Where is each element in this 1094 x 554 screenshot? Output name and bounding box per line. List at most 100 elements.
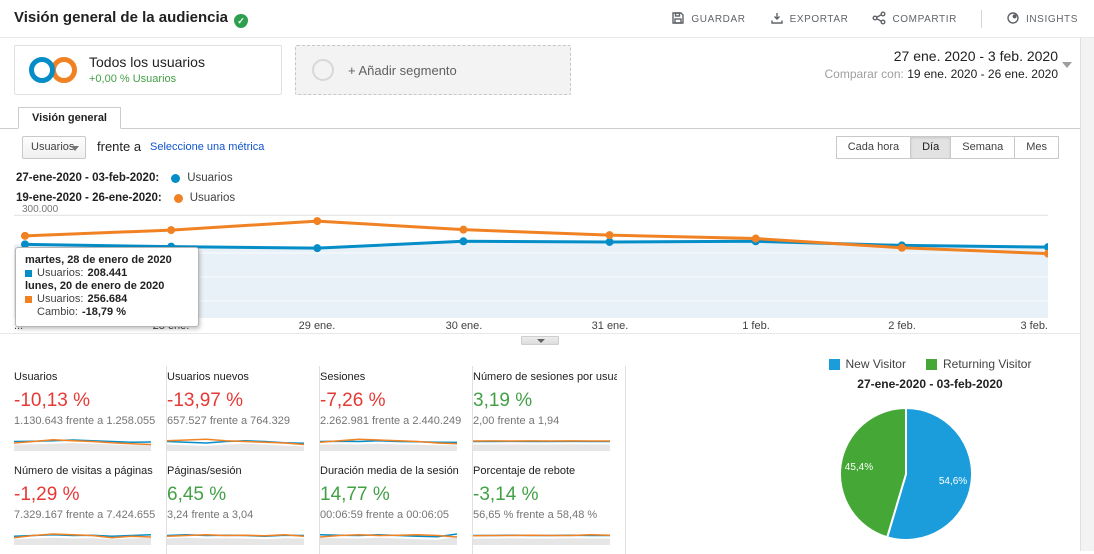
sparkline — [14, 438, 151, 451]
card-percent: 6,45 % — [167, 484, 227, 505]
save-button[interactable]: GUARDAR — [671, 11, 745, 28]
metric-select[interactable]: Usuarios — [22, 136, 86, 159]
x-tick: 29 ene. — [298, 320, 336, 332]
header-actions: GUARDAR EXPORTAR COMPARTIR INSIGHTS — [671, 0, 1078, 38]
tooltip-value: 256.684 — [87, 293, 128, 305]
tooltip-row-current: Usuarios: 208.441 — [25, 267, 189, 280]
metric-cards-grid: Usuarios -10,13 % 1.130.643 frente a 1.2… — [14, 366, 626, 554]
card-paginas-sesion: Páginas/sesión 6,45 % 3,24 frente a 3,04 — [167, 460, 320, 554]
card-porcentaje-rebote: Porcentaje de rebote -3,14 % 56,65 % fre… — [473, 460, 626, 554]
x-axis-labels: ... 28 ene. 29 ene. 30 ene. 31 ene. 1 fe… — [0, 320, 1094, 334]
card-percent: -13,97 % — [167, 390, 244, 411]
insights-button[interactable]: INSIGHTS — [1006, 11, 1078, 28]
card-comparison: 2,00 frente a 1,94 — [473, 415, 560, 427]
sparkline — [320, 438, 457, 451]
legend-square-green-icon — [925, 358, 937, 370]
legend-series: Usuarios — [187, 172, 233, 184]
save-icon — [671, 11, 685, 28]
tab-strip: Visión general — [0, 107, 1094, 129]
pie-legend: New Visitor Returning Visitor — [780, 357, 1080, 371]
vs-label: frente a — [97, 139, 142, 154]
share-button[interactable]: COMPARTIR — [872, 11, 956, 28]
insights-icon — [1006, 11, 1020, 28]
card-sesiones: Sesiones -7,26 % 2.262.981 frente a 2.44… — [320, 366, 473, 460]
actions-divider — [980, 10, 982, 28]
card-title: Sesiones — [320, 371, 366, 383]
tooltip-value: 208.441 — [87, 267, 128, 279]
pie-title: 27-ene-2020 - 03-feb-2020 — [857, 377, 1003, 391]
chevron-down-icon — [71, 146, 79, 151]
card-usuarios: Usuarios -10,13 % 1.130.643 frente a 1.2… — [14, 366, 167, 460]
segment-delta: +0,00 % Usuarios — [89, 73, 177, 85]
export-button[interactable]: EXPORTAR — [770, 11, 849, 28]
x-tick: 30 ene. — [445, 320, 483, 332]
verified-check-icon: ✓ — [233, 14, 248, 28]
sparkline — [14, 533, 151, 545]
pie-legend-new-visitor: New Visitor — [828, 357, 906, 371]
card-percent: -1,29 % — [14, 484, 80, 505]
page-title-text: Visión general de la audiencia — [14, 9, 228, 26]
save-label: GUARDAR — [691, 13, 746, 25]
sparkline — [320, 533, 457, 545]
legend-dot-orange-icon — [173, 193, 183, 203]
chart-legend-previous: 19-ene-2020 - 26-ene-2020: Usuarios — [16, 191, 235, 205]
legend-period: 27-ene-2020 - 03-feb-2020: — [16, 172, 160, 184]
card-title: Número de visitas a páginas — [14, 465, 153, 477]
tooltip-change-label: Cambio: — [37, 306, 78, 318]
granularity-month[interactable]: Mes — [1014, 136, 1059, 159]
sparkline — [473, 533, 610, 545]
granularity-week[interactable]: Semana — [950, 136, 1016, 159]
tooltip-label: Usuarios: — [37, 293, 84, 305]
tab-overview[interactable]: Visión general — [18, 107, 121, 129]
compare-value: 19 ene. 2020 - 26 ene. 2020 — [907, 67, 1058, 81]
card-percent: -10,13 % — [14, 390, 91, 411]
card-title: Porcentaje de rebote — [473, 465, 576, 477]
sparkline — [167, 533, 304, 545]
card-title: Usuarios — [14, 371, 58, 383]
card-comparison: 00:06:59 frente a 00:06:05 — [320, 509, 450, 521]
card-percent: -7,26 % — [320, 390, 386, 411]
legend-period: 19-ene-2020 - 26-ene-2020: — [16, 192, 162, 204]
segment-rings-icon — [29, 57, 85, 85]
granularity-day[interactable]: Día — [910, 136, 952, 159]
card-comparison: 657.527 frente a 764.329 — [167, 415, 290, 427]
date-range-compare: Comparar con: 19 ene. 2020 - 26 ene. 202… — [824, 67, 1058, 81]
svg-text:45,4%: 45,4% — [845, 462, 873, 473]
select-metric-link[interactable]: Seleccione una métrica — [150, 141, 265, 153]
metric-select-value: Usuarios — [31, 141, 75, 153]
header: Visión general de la audiencia ✓ GUARDAR … — [0, 0, 1094, 38]
card-sesiones-por-usuario: Número de sesiones por usuario 3,19 % 2,… — [473, 366, 626, 460]
compare-prefix: Comparar con: — [824, 67, 904, 81]
add-segment-label: + Añadir segmento — [348, 63, 457, 78]
date-range-selector[interactable]: 27 ene. 2020 - 3 feb. 2020 Comparar con:… — [824, 48, 1058, 81]
legend-square-blue-icon — [828, 358, 840, 370]
x-tick: 31 ene. — [591, 320, 629, 332]
legend-series: Usuarios — [189, 192, 236, 204]
add-segment-button[interactable]: + Añadir segmento — [295, 45, 571, 95]
segment-all-users[interactable]: Todos los usuarios +0,00 % Usuarios — [14, 45, 282, 95]
chart-legend-current: 27-ene-2020 - 03-feb-2020: Usuarios — [16, 171, 233, 185]
card-percent: 14,77 % — [320, 484, 390, 505]
card-title: Número de sesiones por usuario — [473, 371, 617, 383]
card-duracion-sesion: Duración media de la sesión 14,77 % 00:0… — [320, 460, 473, 554]
card-comparison: 7.329.167 frente a 7.424.655 — [14, 509, 156, 521]
svg-text:54,6%: 54,6% — [939, 476, 967, 487]
chevron-down-icon[interactable] — [1062, 62, 1072, 68]
tooltip-row-previous: Usuarios: 256.684 — [25, 293, 189, 306]
series-square-orange-icon — [25, 296, 32, 303]
granularity-buttons: Cada hora Día Semana Mes — [835, 136, 1059, 159]
card-comparison: 3,24 frente a 3,04 — [167, 509, 254, 521]
series-square-blue-icon — [25, 270, 32, 277]
pie-legend-returning-visitor: Returning Visitor — [925, 357, 1031, 371]
insights-label: INSIGHTS — [1025, 13, 1078, 25]
axis-expander-button[interactable] — [521, 336, 559, 345]
share-icon — [872, 11, 886, 28]
segment-name: Todos los usuarios — [89, 54, 205, 70]
tooltip-change-value: -18,79 % — [81, 306, 126, 318]
card-title: Páginas/sesión — [167, 465, 242, 477]
date-range-primary: 27 ene. 2020 - 3 feb. 2020 — [893, 48, 1058, 64]
granularity-hour[interactable]: Cada hora — [835, 136, 912, 159]
card-title: Duración media de la sesión — [320, 465, 459, 477]
card-visitas-paginas: Número de visitas a páginas -1,29 % 7.32… — [14, 460, 167, 554]
right-gutter — [1080, 38, 1094, 551]
